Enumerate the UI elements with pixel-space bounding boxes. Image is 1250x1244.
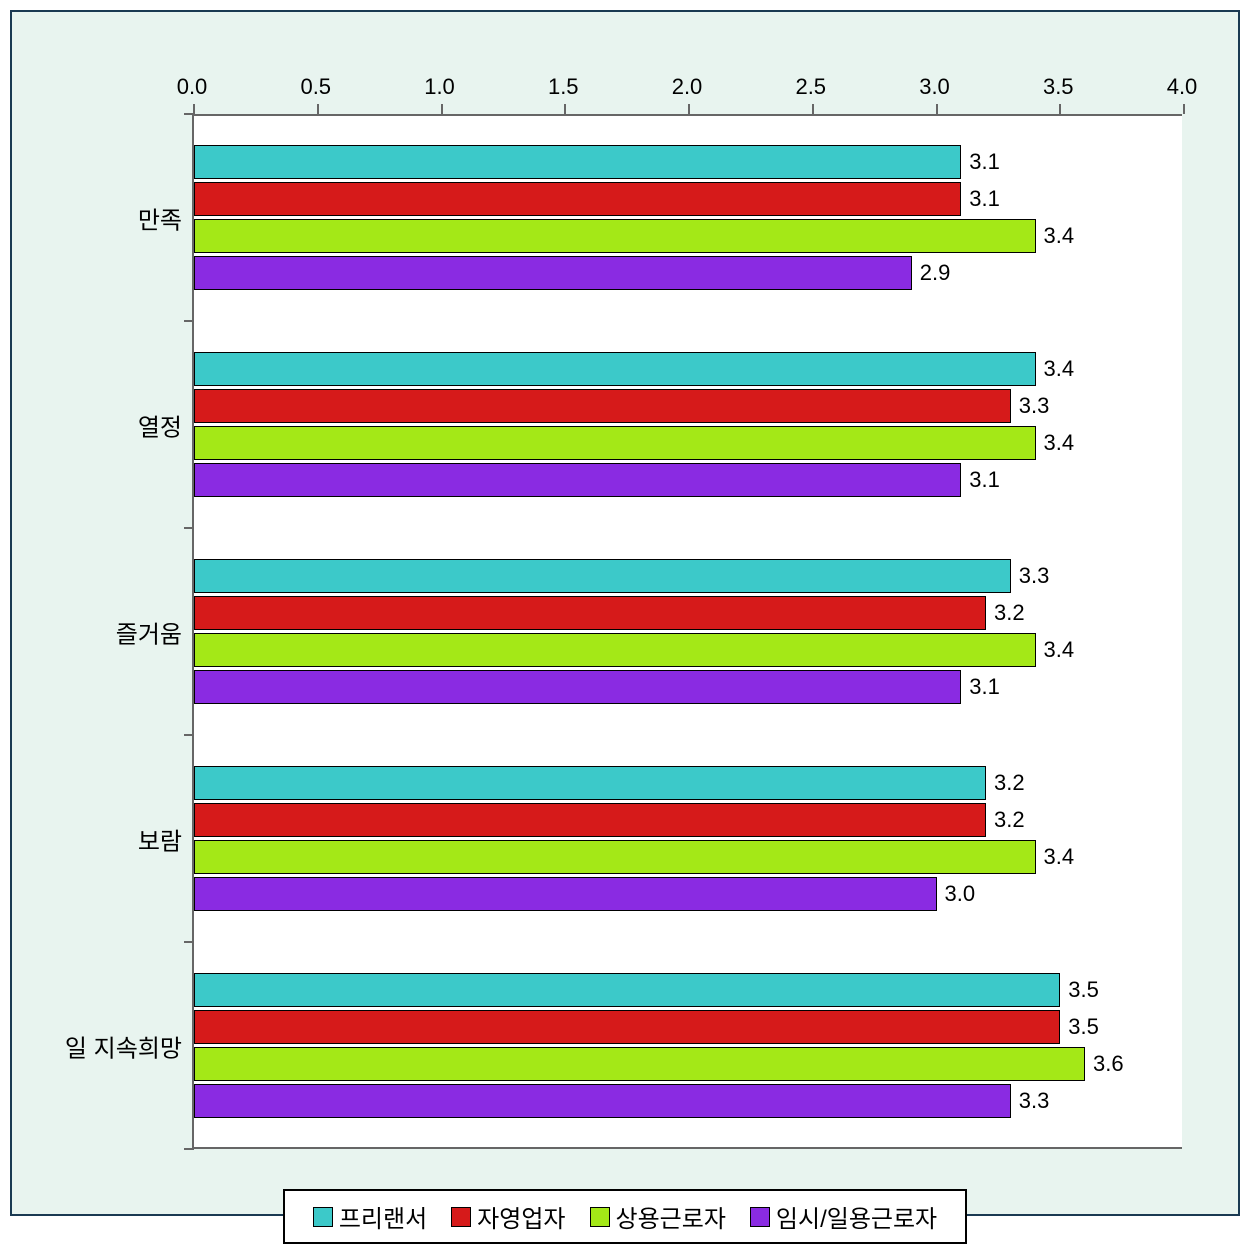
bar-value-label: 3.1 [961, 149, 1000, 175]
bar [194, 145, 961, 179]
bar [194, 803, 986, 837]
x-tick-mark [688, 104, 690, 114]
bar [194, 670, 961, 704]
y-tick-mark [184, 320, 194, 322]
x-tick-label: 2.5 [795, 74, 826, 100]
bar [194, 633, 1036, 667]
category-label: 일 지속희망 [65, 1028, 194, 1063]
bar-value-label: 3.2 [986, 807, 1025, 833]
y-tick-mark [184, 527, 194, 529]
bar-value-label: 3.5 [1060, 1014, 1099, 1040]
x-tick-label: 3.0 [919, 74, 950, 100]
category-label: 만족 [138, 200, 194, 235]
bar-value-label: 3.3 [1011, 393, 1050, 419]
bar [194, 463, 961, 497]
bar-value-label: 3.0 [937, 881, 976, 907]
bar-value-label: 3.6 [1085, 1051, 1124, 1077]
x-tick-label: 1.5 [548, 74, 579, 100]
plot-area: 3.13.13.42.9만족3.43.33.43.1열정3.33.23.43.1… [192, 114, 1182, 1149]
legend-swatch [750, 1207, 770, 1227]
x-tick-label: 3.5 [1043, 74, 1074, 100]
bar-value-label: 3.5 [1060, 977, 1099, 1003]
bar-value-label: 3.2 [986, 600, 1025, 626]
bar-value-label: 3.4 [1036, 223, 1075, 249]
legend-item: 프리랜서 [313, 1199, 427, 1234]
bar [194, 219, 1036, 253]
bar-value-label: 3.4 [1036, 430, 1075, 456]
y-tick-mark [184, 1148, 194, 1150]
bar [194, 1010, 1060, 1044]
x-tick-label: 0.5 [300, 74, 331, 100]
legend-swatch [451, 1207, 471, 1227]
x-tick-mark [317, 104, 319, 114]
legend: 프리랜서 자영업자 상용근로자 임시/일용근로자 [283, 1189, 967, 1244]
bar-value-label: 3.1 [961, 467, 1000, 493]
bar [194, 840, 1036, 874]
bar [194, 256, 912, 290]
category-label: 즐거움 [116, 614, 194, 649]
x-tick-mark [1059, 104, 1061, 114]
bar [194, 559, 1011, 593]
x-tick-label: 2.0 [672, 74, 703, 100]
bar [194, 426, 1036, 460]
x-tick-label: 0.0 [177, 74, 208, 100]
x-tick-mark [936, 104, 938, 114]
bar-value-label: 3.4 [1036, 844, 1075, 870]
bar [194, 973, 1060, 1007]
legend-swatch [313, 1207, 333, 1227]
bar [194, 182, 961, 216]
bar-value-label: 3.1 [961, 674, 1000, 700]
x-tick-label: 4.0 [1167, 74, 1198, 100]
bar [194, 1084, 1011, 1118]
bar [194, 596, 986, 630]
y-tick-mark [184, 113, 194, 115]
bar [194, 877, 937, 911]
legend-swatch [590, 1207, 610, 1227]
y-tick-mark [184, 941, 194, 943]
bar-value-label: 3.4 [1036, 356, 1075, 382]
x-tick-label: 1.0 [424, 74, 455, 100]
x-tick-mark [441, 104, 443, 114]
bar-value-label: 3.3 [1011, 1088, 1050, 1114]
x-tick-mark [1183, 104, 1185, 114]
bar [194, 1047, 1085, 1081]
chart-outer: 3.1 3.1 3.4 2.9 만족 3.4 3.3 3.4 3.1 열정 3.3 3.2 3.4 3.1… [10, 10, 1240, 1216]
bar-value-label: 3.3 [1011, 563, 1050, 589]
x-tick-mark [812, 104, 814, 114]
legend-wrap: 프리랜서 자영업자 상용근로자 임시/일용근로자 [12, 1189, 1238, 1244]
bar [194, 766, 986, 800]
y-tick-mark [184, 734, 194, 736]
bar-value-label: 3.2 [986, 770, 1025, 796]
bar [194, 389, 1011, 423]
legend-item: 임시/일용근로자 [750, 1199, 937, 1234]
bar-value-label: 3.4 [1036, 637, 1075, 663]
bar-value-label: 2.9 [912, 260, 951, 286]
legend-item: 상용근로자 [590, 1199, 726, 1234]
bar-value-label: 3.1 [961, 186, 1000, 212]
legend-label: 상용근로자 [616, 1199, 726, 1234]
bar [194, 352, 1036, 386]
category-label: 열정 [138, 407, 194, 442]
x-tick-mark [564, 104, 566, 114]
legend-label: 자영업자 [477, 1199, 565, 1234]
x-axis-line [194, 114, 1182, 116]
legend-label: 프리랜서 [339, 1199, 427, 1234]
category-label: 보람 [138, 821, 194, 856]
legend-item: 자영업자 [451, 1199, 565, 1234]
legend-label: 임시/일용근로자 [776, 1199, 937, 1234]
